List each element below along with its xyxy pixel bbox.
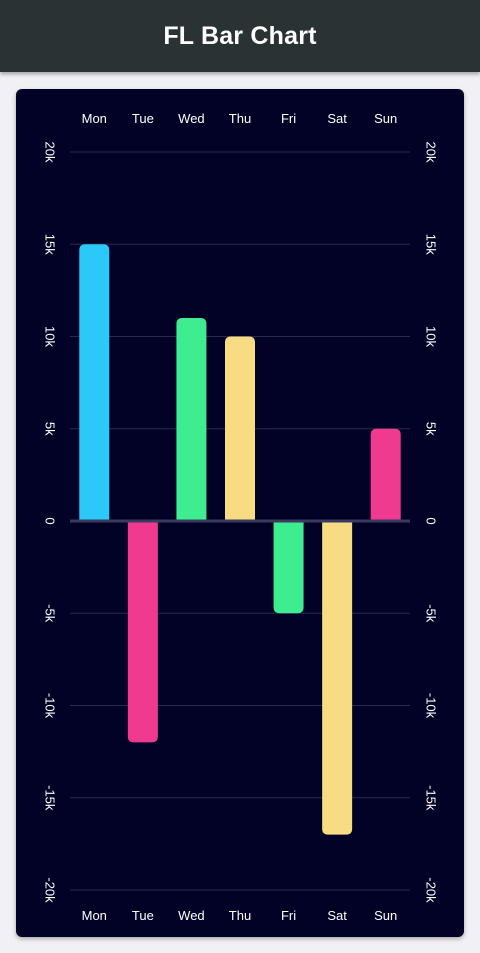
y-tick-label-left: 15k (43, 234, 58, 255)
y-tick-label-left: 10k (43, 326, 58, 347)
bar-sat (322, 521, 353, 835)
y-tick-label-left: 20k (43, 142, 58, 163)
x-tick-label-bottom: Mon (82, 908, 107, 923)
y-tick-label-right: 5k (424, 422, 439, 436)
x-tick-label-top: Mon (82, 111, 107, 126)
y-tick-label-right: 20k (424, 142, 439, 163)
y-tick-label-left: 5k (43, 422, 58, 436)
x-tick-label-bottom: Sat (327, 908, 347, 923)
bar-fri (273, 521, 304, 614)
y-tick-label-right: 15k (424, 234, 439, 255)
y-tick-label-left: -20k (43, 877, 58, 903)
y-tick-label-right: -10k (424, 693, 439, 719)
y-tick-label-right: 0 (424, 517, 439, 524)
app-bar: FL Bar Chart (0, 0, 480, 72)
y-tick-label-left: -5k (43, 604, 58, 623)
y-tick-label-right: 10k (424, 326, 439, 347)
y-tick-label-left: -10k (43, 693, 58, 719)
bar-wed (176, 318, 207, 521)
bar-sun (370, 428, 401, 521)
chart-card: Mon Mon Tue Tue Wed Wed Thu Thu Fri Fri Sat Sat Sun S… (16, 89, 464, 937)
x-tick-label-top: Sat (327, 111, 347, 126)
y-tick-label-right: -15k (424, 785, 439, 811)
x-tick-label-top: Wed (178, 111, 205, 126)
x-tick-label-bottom: Tue (132, 908, 154, 923)
y-tick-label-left: -15k (43, 785, 58, 811)
y-tick-label-right: -20k (424, 877, 439, 903)
x-tick-label-bottom: Wed (178, 908, 205, 923)
x-tick-label-top: Thu (229, 111, 251, 126)
bar-tue (127, 521, 158, 743)
x-tick-label-bottom: Sun (374, 908, 397, 923)
x-tick-label-bottom: Fri (281, 908, 296, 923)
y-tick-label-left: 0 (43, 517, 58, 524)
bar-chart: Mon Mon Tue Tue Wed Wed Thu Thu Fri Fri Sat Sat Sun S… (43, 111, 439, 923)
y-tick-label-right: -5k (424, 604, 439, 623)
x-tick-label-bottom: Thu (229, 908, 251, 923)
x-tick-label-top: Fri (281, 111, 296, 126)
x-tick-label-top: Tue (132, 111, 154, 126)
x-tick-label-top: Sun (374, 111, 397, 126)
bar-mon (79, 244, 110, 521)
bar-thu (225, 336, 255, 521)
app-title: FL Bar Chart (163, 21, 317, 50)
